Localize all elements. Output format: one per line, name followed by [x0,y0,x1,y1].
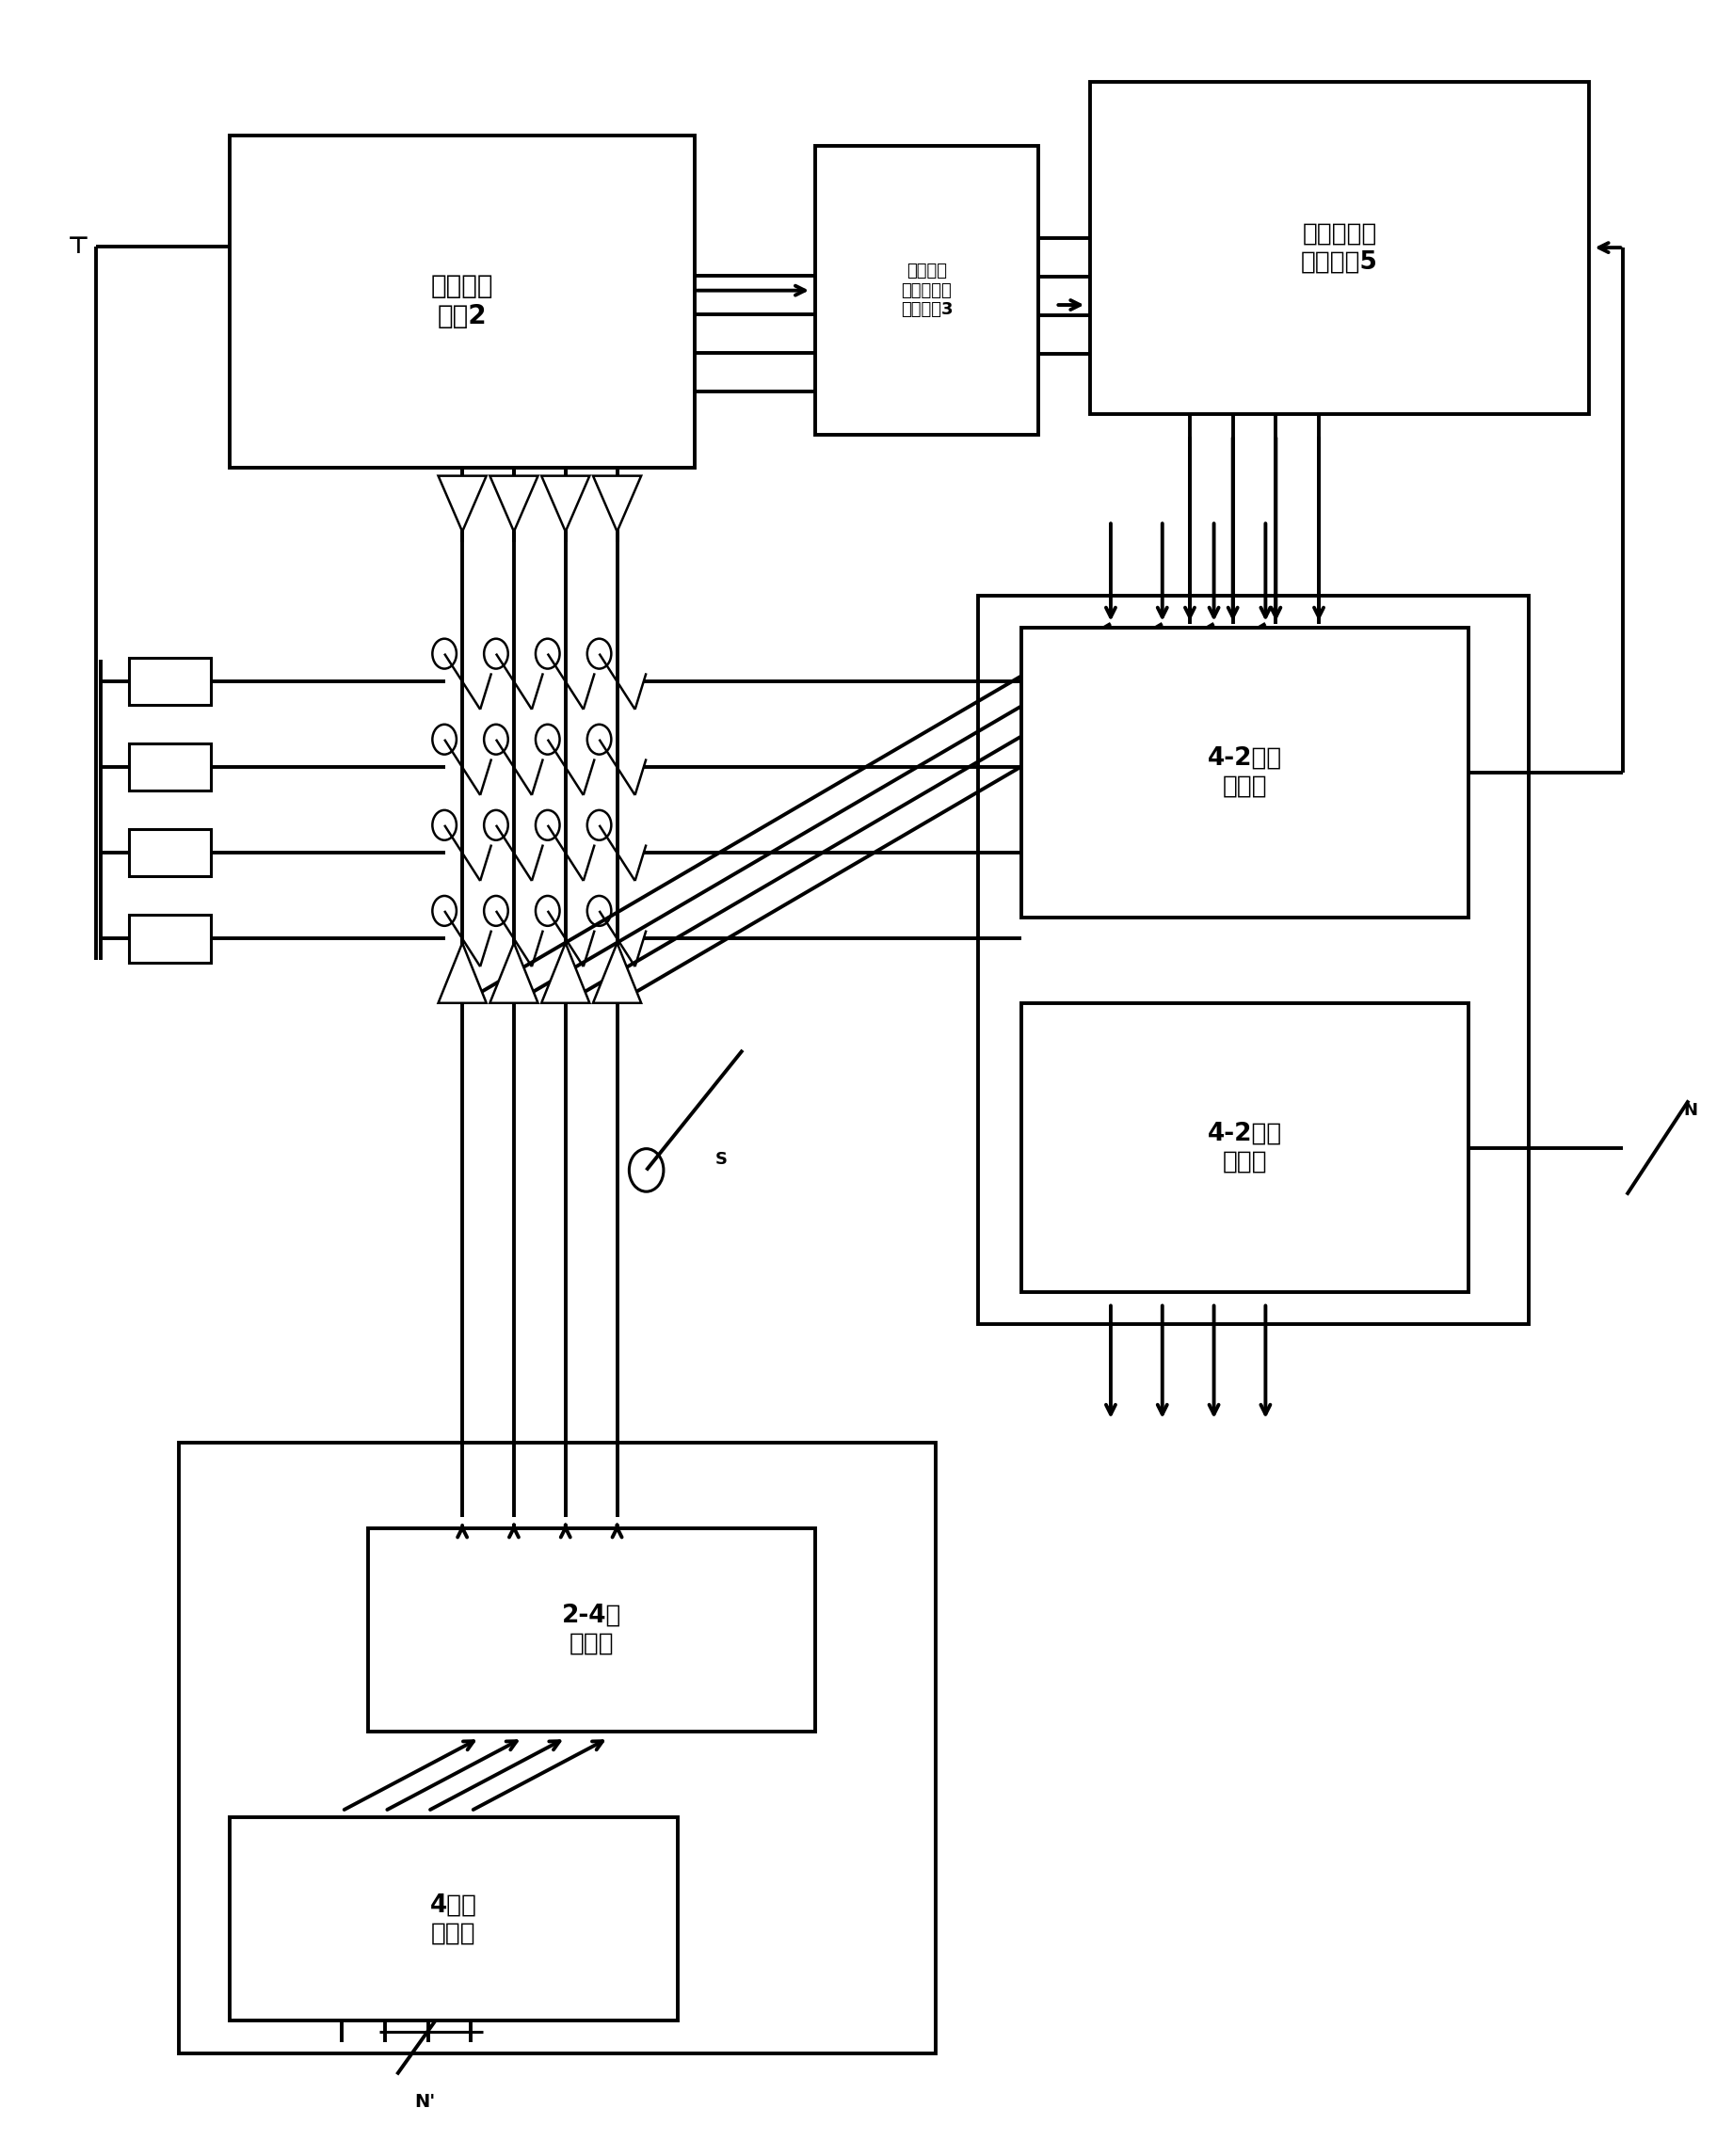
Text: N': N' [414,2093,435,2111]
Polygon shape [438,476,487,533]
Bar [367,1529,815,1731]
Text: 2-4列
译码器: 2-4列 译码器 [561,1604,620,1656]
Bar [815,147,1038,436]
Bar [1090,82,1589,414]
Polygon shape [490,942,537,1003]
Polygon shape [438,942,487,1003]
Text: 4位制
计数器: 4位制 计数器 [430,1893,477,1945]
Bar [1021,627,1468,916]
Text: ⊤: ⊤ [68,235,90,259]
Bar [128,830,211,877]
Bar [979,595,1529,1324]
Text: 故件判别
电路2: 故件判别 电路2 [432,274,494,330]
Bar [128,658,211,705]
Polygon shape [490,476,537,533]
Bar [178,1442,936,2053]
Polygon shape [541,476,589,533]
Text: S: S [716,1151,728,1169]
Text: 4-2行线
编码器: 4-2行线 编码器 [1208,1121,1282,1175]
Polygon shape [593,942,641,1003]
Bar [128,744,211,791]
Bar [128,914,211,962]
Text: 4-2列线
编码器: 4-2列线 编码器 [1208,746,1282,800]
Text: N: N [1683,1102,1698,1119]
Bar [230,136,695,468]
Text: 行列波形
及脉冲信号
产生电路3: 行列波形 及脉冲信号 产生电路3 [901,263,953,319]
Bar [230,1818,678,2020]
Bar [1021,1003,1468,1291]
Polygon shape [593,476,641,533]
Text: 行列坐标值
存储电路5: 行列坐标值 存储电路5 [1301,222,1378,274]
Polygon shape [541,942,589,1003]
